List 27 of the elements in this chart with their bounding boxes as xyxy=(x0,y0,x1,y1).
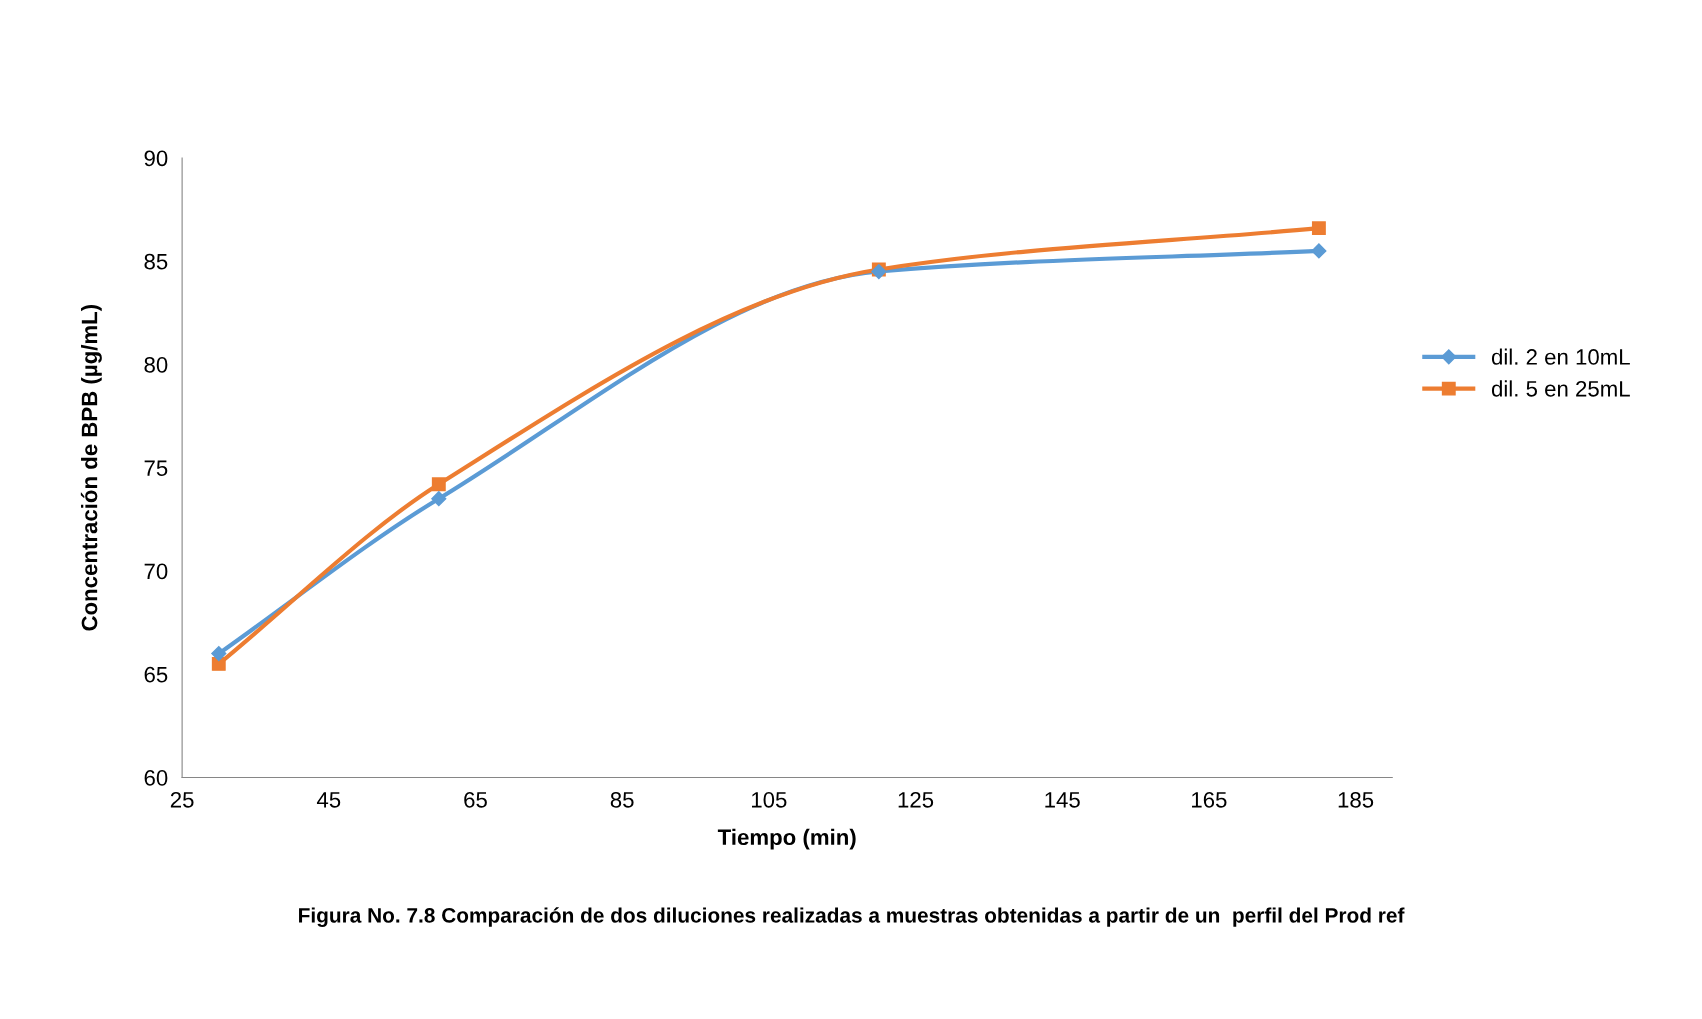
x-tick-label: 165 xyxy=(1192,791,1227,808)
point xyxy=(431,477,446,492)
y-tick-label: 60 xyxy=(144,770,168,786)
legend-label: dil. 2 en 10mL xyxy=(1491,348,1630,365)
x-tick-label: 125 xyxy=(898,791,934,808)
x-tick-label: 105 xyxy=(752,791,787,808)
point xyxy=(211,656,226,671)
legend-label: dil. 5 en 25mL xyxy=(1491,380,1630,397)
y-tick-label: 65 xyxy=(144,666,168,683)
point xyxy=(431,491,447,507)
x-tick-label: 65 xyxy=(464,791,487,808)
x-tick-label: 85 xyxy=(610,791,634,808)
x-tick-label: 185 xyxy=(1338,791,1374,808)
x-tick-label: 25 xyxy=(170,791,194,808)
y-tick-label: 70 xyxy=(144,563,168,580)
y-tick-label: 85 xyxy=(144,253,168,270)
y-tick-label: 90 xyxy=(144,150,168,167)
point xyxy=(211,646,227,662)
point xyxy=(1311,221,1326,236)
x-tick-label: 145 xyxy=(1045,792,1080,808)
y-tick-label: 80 xyxy=(144,357,168,373)
text: Figura No. 7.8 Comparación de dos diluciones realizadas a muestras obtenidas a partir de un perfil del Prod ref xyxy=(299,907,1405,927)
y-axis-title: Concentración de BPB (µg/mL) xyxy=(80,305,102,631)
x-axis-title: Tiempo (min) xyxy=(717,828,856,850)
x-tick-label: 45 xyxy=(316,792,341,808)
point xyxy=(1311,243,1327,259)
y-tick-label: 75 xyxy=(144,460,168,476)
